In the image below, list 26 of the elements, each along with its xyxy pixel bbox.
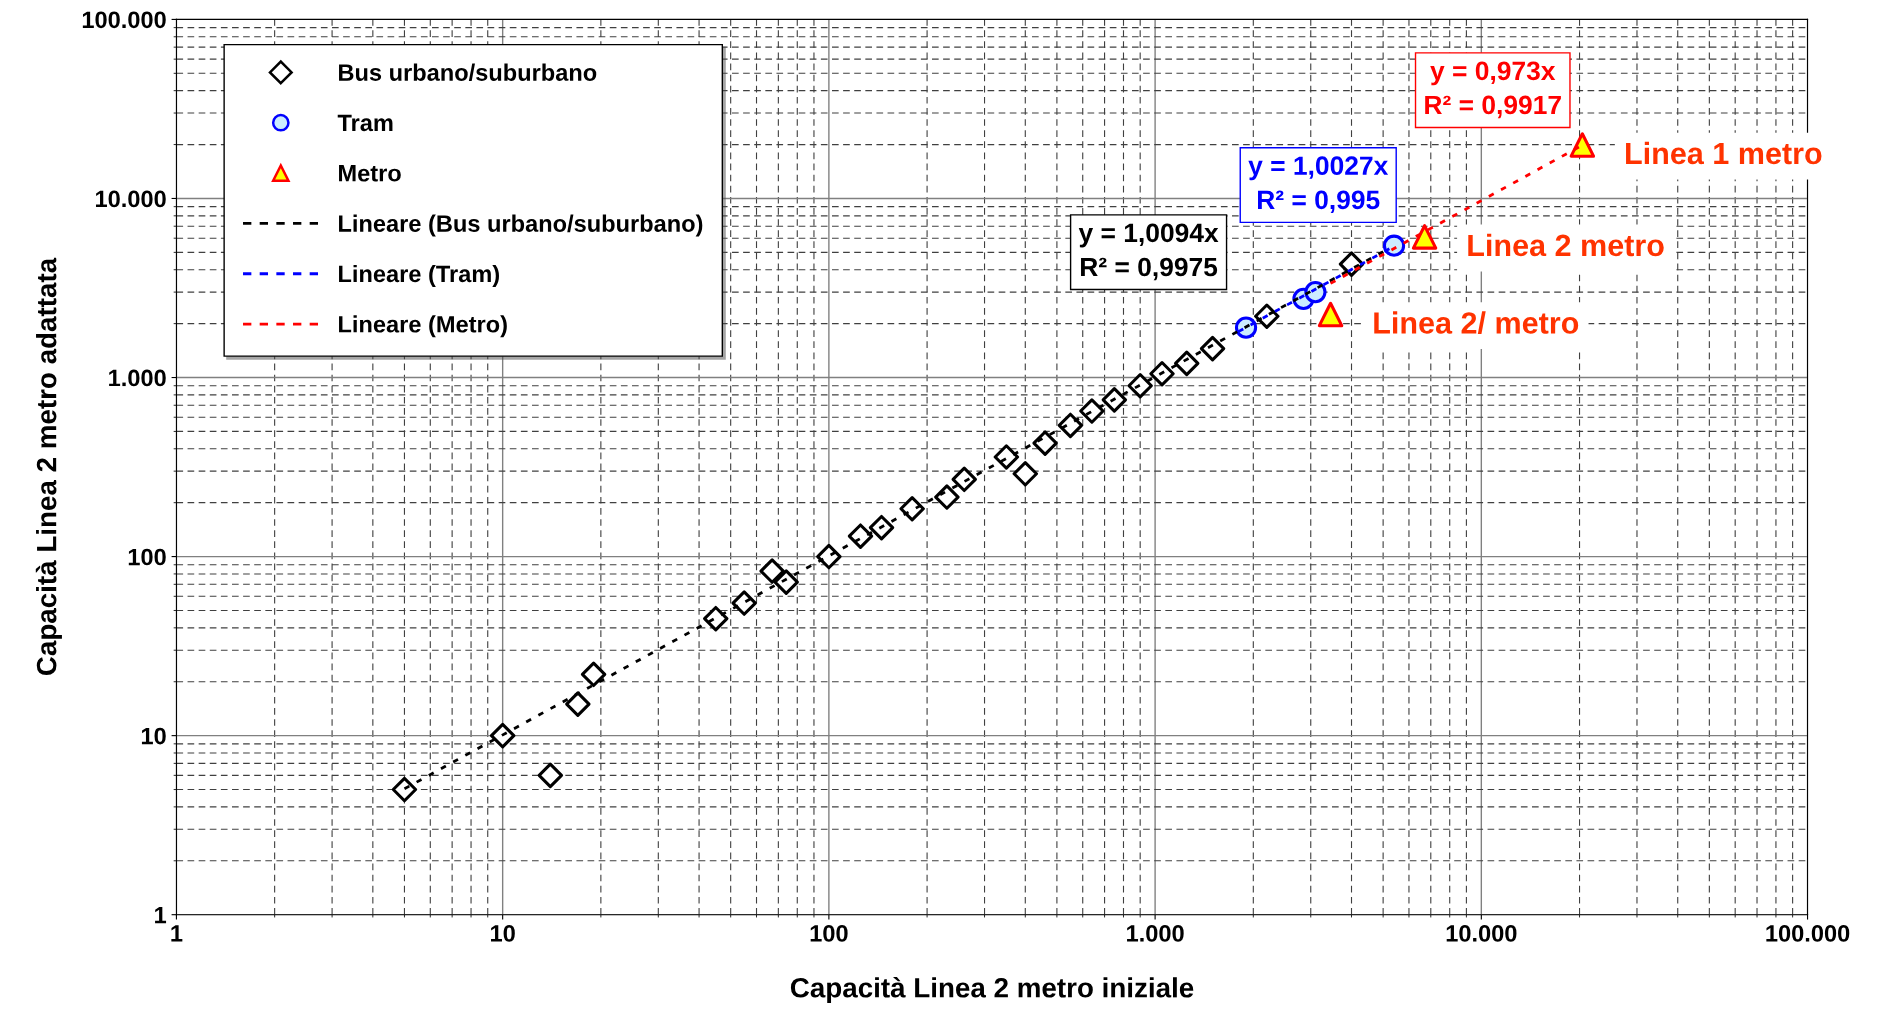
x-tick-label: 10.000 [1446, 925, 1517, 942]
y-axis-title: Capacità Linea 2 metro adattata [35, 257, 62, 676]
y-tick-label: 100 [128, 548, 166, 566]
legend-label: Lineare (Bus urbano/suburbano) [339, 214, 703, 237]
annotation: Linea 1 metro [1626, 141, 1822, 165]
y-tick-label: 10 [141, 727, 166, 745]
annotation: Linea 2/ metro [1374, 311, 1579, 335]
annotation: y = 1,0094x R² = 0,9975 [1078, 223, 1219, 281]
y-tick-label: 1.000 [109, 369, 166, 387]
legend-label: Lineare (Tram) [339, 264, 499, 287]
x-tick-label: 1 [171, 925, 183, 942]
legend-label: Tram [337, 114, 393, 132]
y-tick-label: 1 [155, 907, 167, 924]
legend-label: Lineare (Metro) [339, 315, 507, 338]
y-tick-label: 10.000 [95, 190, 166, 208]
legend-label: Bus urbano/suburbano [339, 63, 597, 82]
annotation: y = 0,973x R² = 0,9917 [1425, 61, 1561, 119]
x-tick-label: 1.000 [1127, 925, 1184, 942]
x-tick-label: 100 [810, 925, 848, 942]
x-tick-label: 10 [491, 925, 515, 942]
legend-label: Metro [339, 165, 401, 182]
annotation: Linea 2 metro [1468, 233, 1664, 257]
annotation: y = 1,0027x R² = 0,995 [1248, 156, 1389, 214]
x-tick-label: 100.000 [1766, 925, 1850, 942]
x-axis-title: Capacità Linea 2 metro iniziale [790, 976, 1194, 1004]
y-tick-label: 100.000 [82, 11, 166, 29]
